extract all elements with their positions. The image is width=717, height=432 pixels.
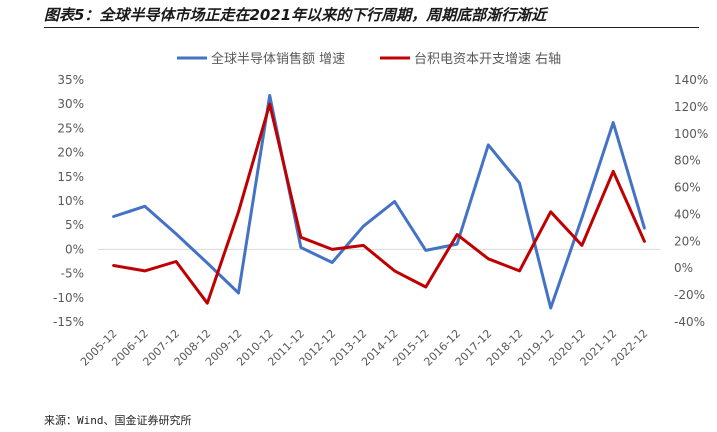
y-left-tick-label: 10% [57,194,84,208]
y-right-tick-label: -40% [674,315,705,329]
y-left-tick-label: -15% [53,315,84,329]
chart-title: 图表5：全球半导体市场正走在2021年以来的下行周期，周期底部渐行渐近 [44,6,547,24]
legend-label-2: 台积电资本开支增速 右轴 [414,52,561,67]
y-right-tick-label: 40% [674,207,701,221]
y-left-tick-label: 20% [57,146,84,160]
title-underline [44,27,699,28]
y-right-tick-label: 100% [674,127,708,141]
y-left-tick-label: -10% [53,291,84,305]
y-right-tick-label: 120% [674,100,708,114]
y-right-tick-label: 0% [674,261,693,275]
y-left-tick-label: 5% [65,218,84,232]
y-right-tick-label: 140% [674,73,708,87]
y-left-tick-label: 25% [57,121,84,135]
y-right-tick-label: 60% [674,181,701,195]
legend-label-1: 全球半导体销售额 增速 [211,51,345,67]
y-right-tick-label: -20% [674,288,705,302]
y-right-tick-label: 20% [674,234,701,248]
y-left-tick-label: 0% [65,242,84,256]
source-note: 来源：Wind、国金证券研究所 [44,414,192,427]
y-left-tick-label: -5% [61,267,84,281]
y-left-tick-label: 30% [57,97,84,111]
y-right-tick-label: 80% [674,154,701,168]
series-line-2 [112,102,646,305]
series-line-1 [112,94,646,310]
y-left-tick-label: 15% [57,170,84,184]
y-left-tick-label: 35% [57,73,84,87]
